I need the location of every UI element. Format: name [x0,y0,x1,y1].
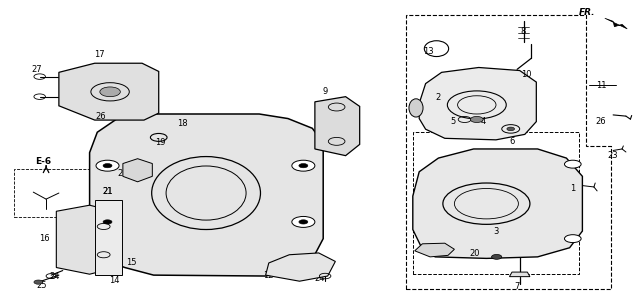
Ellipse shape [409,99,423,117]
Text: 10: 10 [521,70,531,79]
Text: FR.: FR. [579,8,596,17]
Text: 21: 21 [102,187,113,196]
Text: E-6: E-6 [35,157,52,166]
Circle shape [507,127,515,131]
Polygon shape [56,205,114,274]
Text: 15: 15 [126,258,136,268]
Circle shape [299,220,308,224]
Circle shape [103,220,112,224]
Circle shape [96,160,119,171]
Text: 2: 2 [436,93,441,102]
Circle shape [564,235,581,243]
Text: 4: 4 [481,117,486,126]
Text: 16: 16 [40,234,50,243]
Polygon shape [415,243,454,257]
Circle shape [564,160,581,168]
Text: 17: 17 [94,50,104,59]
Circle shape [103,164,112,168]
Text: 18: 18 [177,119,188,128]
Text: 11: 11 [596,81,607,90]
Text: 27: 27 [32,65,42,74]
Text: 22: 22 [118,169,128,178]
Polygon shape [605,18,627,29]
FancyBboxPatch shape [95,200,122,275]
Text: 14: 14 [109,276,119,285]
Polygon shape [419,67,536,140]
Text: 12: 12 [264,271,274,280]
Text: 25: 25 [36,281,47,290]
Circle shape [292,160,315,171]
Circle shape [299,164,308,168]
Text: 13: 13 [424,47,434,56]
Polygon shape [123,159,152,182]
Circle shape [470,116,483,123]
Text: 24: 24 [49,272,60,281]
Circle shape [492,254,502,259]
Circle shape [34,280,43,284]
Text: 3: 3 [493,226,499,236]
Text: 21: 21 [102,187,113,196]
Polygon shape [315,97,360,156]
Text: 24: 24 [315,274,325,283]
Text: 6: 6 [509,137,515,146]
Text: 20: 20 [470,249,480,258]
Polygon shape [59,63,159,120]
Circle shape [96,216,119,227]
Polygon shape [266,253,335,281]
Text: 8: 8 [521,27,526,36]
Text: 26: 26 [95,112,106,121]
Text: 19: 19 [155,138,165,147]
Polygon shape [413,149,582,258]
Text: 1: 1 [570,184,575,193]
Circle shape [292,216,315,227]
Text: 23: 23 [608,150,618,160]
Circle shape [100,87,120,97]
Text: 26: 26 [595,117,605,126]
Text: 5: 5 [451,117,456,126]
Polygon shape [90,114,323,276]
Text: 9: 9 [323,87,328,96]
Polygon shape [509,272,530,277]
Text: 7: 7 [515,282,520,291]
